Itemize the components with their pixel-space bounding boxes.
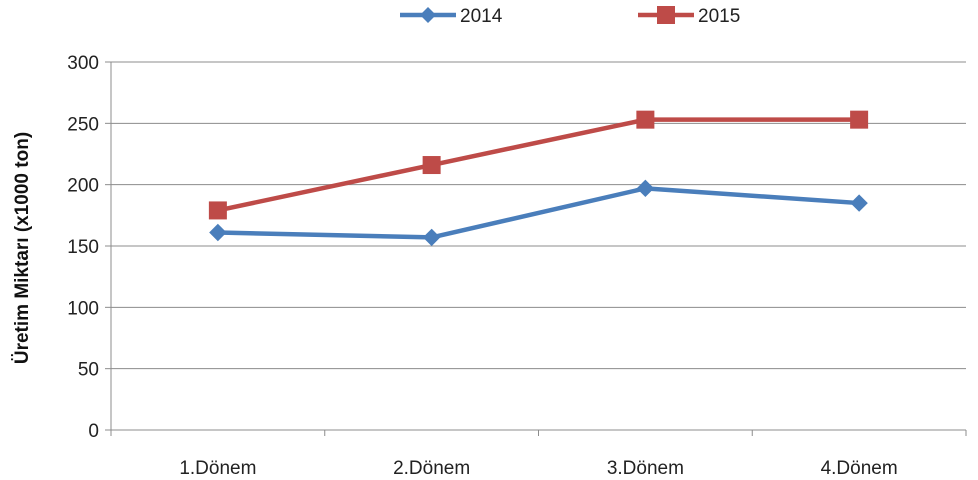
x-tick-label: 1.Dönem [179,458,256,479]
x-tick-label: 4.Dönem [821,458,898,479]
y-tick-label: 100 [67,298,99,319]
series-2015 [208,110,869,220]
data-point-2015 [208,201,227,220]
y-axis-ticks: 0 50 100 150 200 250 300 [67,53,111,442]
y-tick-label: 0 [88,421,99,442]
series-2014 [209,179,868,247]
series-layer [208,110,869,247]
y-tick-label: 50 [78,360,99,381]
y-axis-title: Üretim Miktarı (x1000 ton) [12,132,33,364]
gridlines [111,61,966,370]
legend: 2014 2015 [400,6,740,27]
series-line-2015 [215,117,862,213]
data-point-2014 [422,228,441,247]
data-point-2014 [636,179,655,198]
y-tick-label: 200 [67,176,99,197]
y-tick-label: 300 [67,53,99,74]
y-tick-label: 250 [67,114,99,135]
data-point-2015 [422,156,441,175]
legend-marker-square [657,6,675,24]
legend-item-2014: 2014 [400,6,503,27]
data-point-2015 [636,110,655,129]
y-tick-label: 150 [67,237,99,258]
legend-marker-diamond [420,7,436,23]
data-point-2014 [209,223,227,242]
x-axis-ticks: 1.Dönem 2.Dönem 3.Dönem 4.Dönem [110,430,967,479]
series-line-2014 [215,186,862,240]
x-tick-label: 3.Dönem [607,458,684,479]
x-tick-label: 2.Dönem [393,458,470,479]
legend-label: 2014 [460,6,503,27]
legend-label: 2015 [698,6,740,27]
data-point-2015 [850,110,869,129]
data-point-2014 [850,194,868,212]
legend-item-2015: 2015 [638,6,740,27]
